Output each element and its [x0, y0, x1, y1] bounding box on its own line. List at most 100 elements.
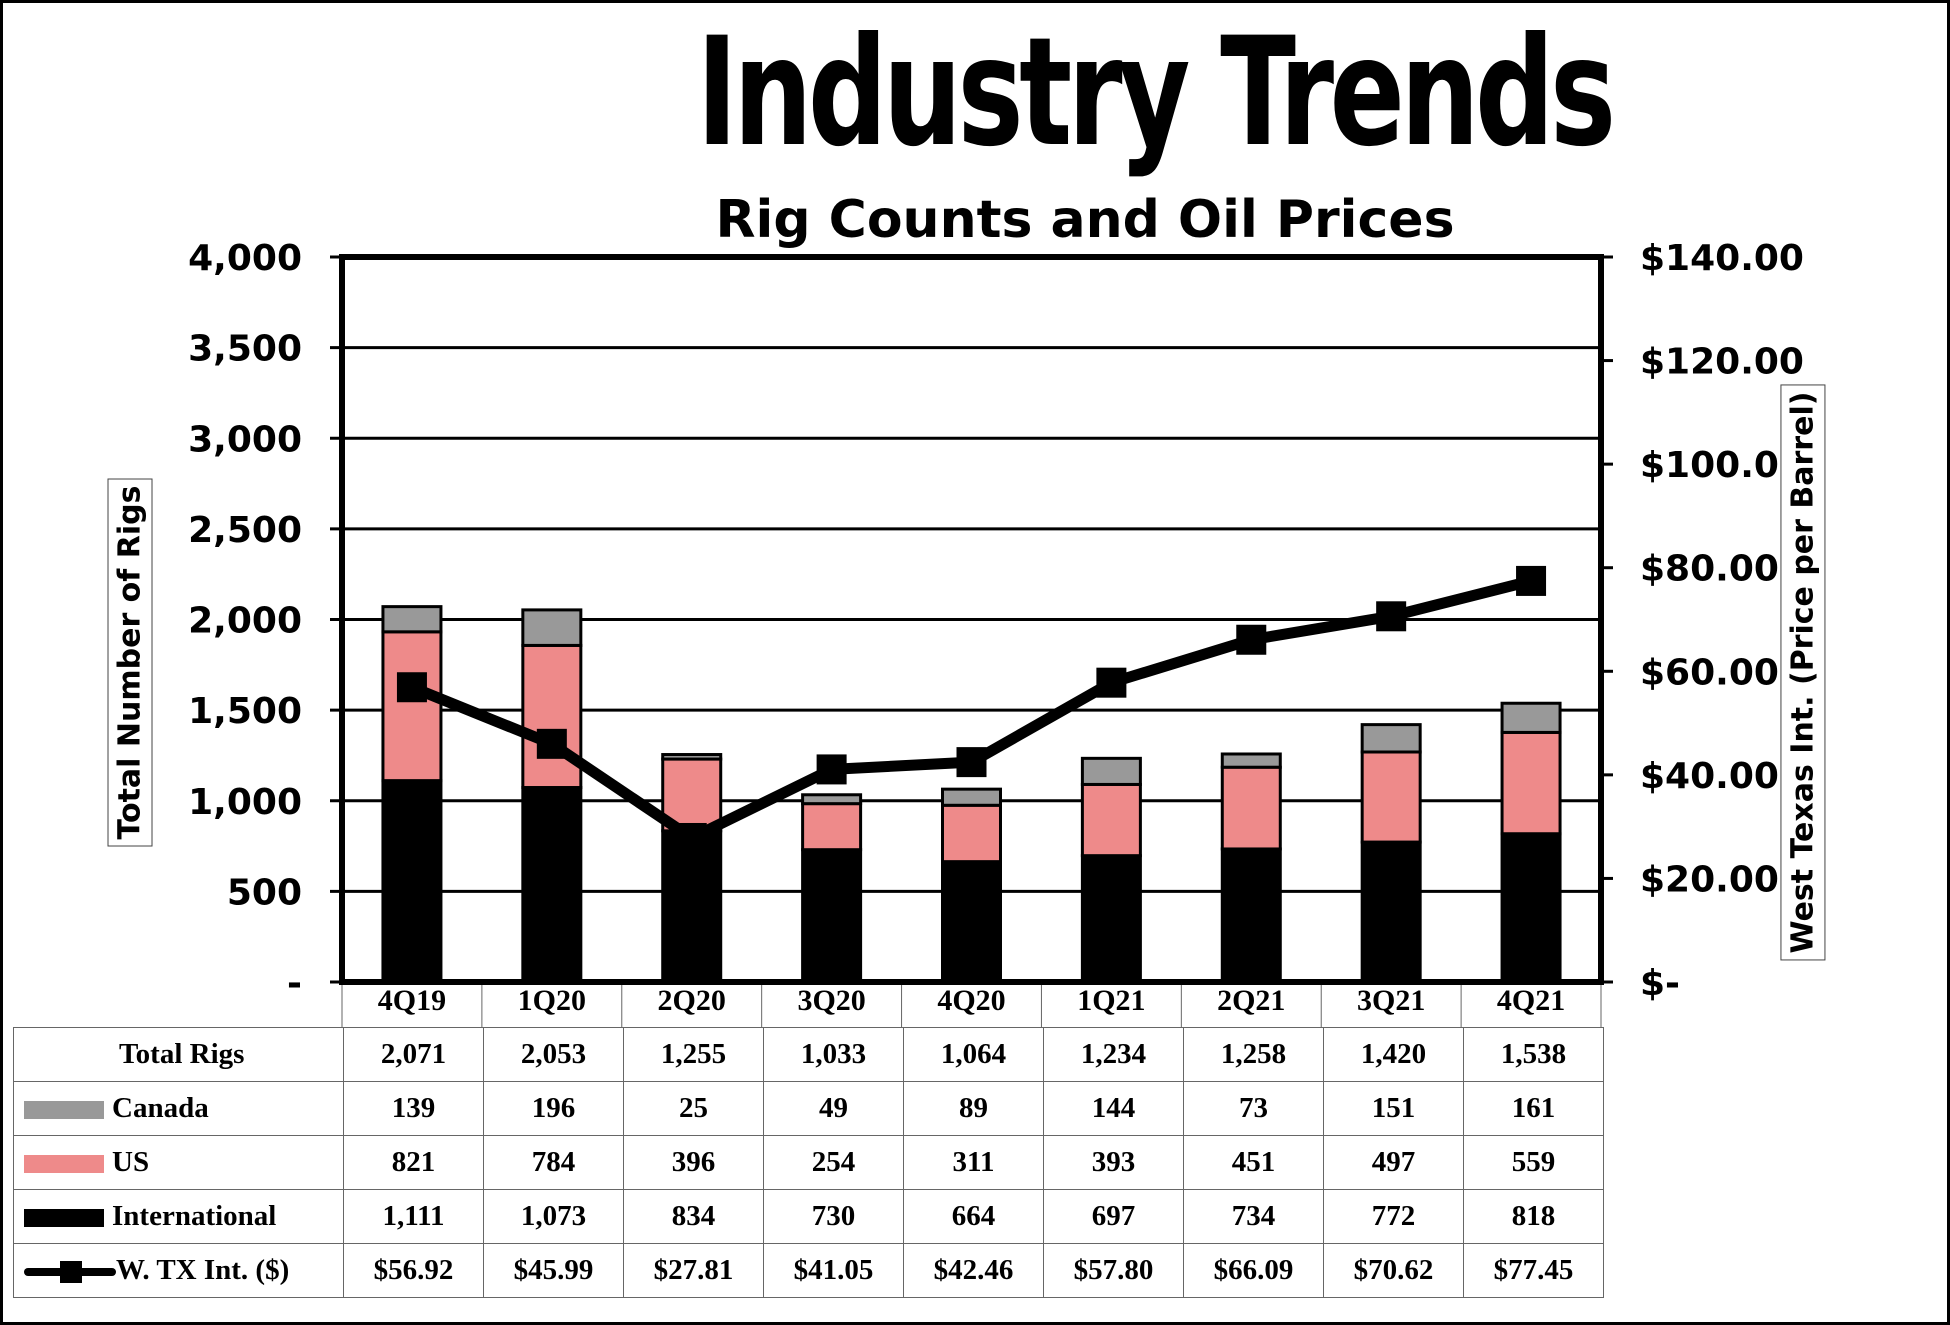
bar-international — [1360, 840, 1422, 984]
x-tick-label: 4Q20 — [937, 984, 1005, 1017]
table-cell: 139 — [343, 1081, 484, 1136]
row-header: Total Rigs — [13, 1027, 344, 1082]
table-cell: $70.62 — [1323, 1243, 1464, 1298]
wti-price-marker — [816, 754, 847, 785]
table-cell: 559 — [1463, 1135, 1604, 1190]
bar-international — [941, 860, 1002, 984]
wti-price-marker — [956, 747, 987, 778]
table-cell: 497 — [1323, 1135, 1464, 1190]
table-row: W. TX Int. ($) $56.92 $45.99 $27.81 $41.05 $4… — [13, 1243, 1604, 1298]
row-header: W. TX Int. ($) — [13, 1243, 344, 1298]
y2-tick-label: $40.00 — [1640, 756, 1779, 797]
legend-swatch — [24, 1209, 104, 1228]
bar-international — [1500, 832, 1562, 984]
row-label: Canada — [112, 1092, 209, 1124]
table-cell: 2,071 — [343, 1027, 484, 1082]
data-table: Total Rigs 2,071 2,053 1,255 1,033 1,064 1,234… — [13, 1027, 1604, 1298]
y2-tick-label: $140.00 — [1640, 238, 1804, 279]
bar-us — [801, 802, 863, 852]
table-cell: $42.46 — [903, 1243, 1044, 1298]
table-cell: 311 — [903, 1135, 1044, 1190]
y2-tick-label: $100.00 — [1640, 445, 1804, 486]
banner-title: Industry Trends — [696, 6, 1617, 180]
table-cell: 730 — [763, 1189, 904, 1244]
row-label: US — [112, 1146, 150, 1178]
table-cell: 1,420 — [1323, 1027, 1464, 1082]
wti-price-marker — [396, 672, 427, 703]
y2-tick-label: $60.00 — [1640, 652, 1779, 693]
chart-title: Rig Counts and Oil Prices — [715, 190, 1455, 250]
bar-us — [1080, 782, 1142, 858]
bar-canada — [381, 605, 443, 634]
y-tick-label: - — [287, 963, 302, 1004]
bar-us — [1220, 765, 1282, 851]
x-tick-label: 3Q21 — [1357, 984, 1425, 1017]
row-label: W. TX Int. ($) — [116, 1254, 290, 1286]
bar-international — [1080, 854, 1142, 984]
y2-tick-label: $- — [1640, 963, 1680, 1004]
bar-international — [1220, 847, 1282, 984]
x-tick-label: 2Q21 — [1217, 984, 1285, 1017]
table-cell: 151 — [1323, 1081, 1464, 1136]
x-tick-label: 4Q21 — [1497, 984, 1565, 1017]
y-axis-title-right: West Texas Int. (Price per Barrel) — [1780, 384, 1826, 961]
table-cell: 144 — [1043, 1081, 1184, 1136]
bar-canada — [1360, 723, 1422, 754]
x-tick-label: 3Q20 — [797, 984, 865, 1017]
plot-border — [339, 254, 1604, 985]
bar-us — [1500, 730, 1562, 836]
bar-international — [801, 848, 863, 984]
bar-canada — [941, 787, 1002, 807]
y-tick-label: 3,500 — [188, 329, 302, 370]
y-tick-label: 2,500 — [188, 510, 302, 551]
x-tick-label: 1Q21 — [1077, 984, 1145, 1017]
table-row: Total Rigs 2,071 2,053 1,255 1,033 1,064 1,234… — [13, 1027, 1604, 1082]
table-cell: 2,053 — [483, 1027, 624, 1082]
row-header: International — [13, 1189, 344, 1244]
table-cell: $41.05 — [763, 1243, 904, 1298]
bar-canada — [801, 793, 863, 806]
bar-canada — [521, 608, 583, 647]
table-cell: 1,073 — [483, 1189, 624, 1244]
table-cell: 161 — [1463, 1081, 1604, 1136]
table-cell: 697 — [1043, 1189, 1184, 1244]
x-tick-label: 4Q19 — [378, 984, 446, 1017]
table-cell: 784 — [483, 1135, 624, 1190]
table-row: Canada 139 196 25 49 89 144 73 151 161 — [13, 1081, 1604, 1136]
row-header: Canada — [13, 1081, 344, 1136]
legend-swatch — [24, 1101, 104, 1120]
x-tick-label: 2Q20 — [658, 984, 726, 1017]
bar-canada — [661, 753, 723, 761]
bar-international — [521, 786, 583, 984]
table-cell: 396 — [623, 1135, 764, 1190]
table-cell: 834 — [623, 1189, 764, 1244]
y-tick-label: 4,000 — [188, 238, 302, 279]
table-cell: $45.99 — [483, 1243, 624, 1298]
wti-price-marker — [1376, 601, 1407, 632]
bar-international — [381, 779, 443, 984]
table-cell: $77.45 — [1463, 1243, 1604, 1298]
table-row: US 821 784 396 254 311 393 451 497 559 — [13, 1135, 1604, 1190]
wti-price-marker — [536, 728, 567, 759]
legend-swatch — [24, 1155, 104, 1174]
wti-price-marker — [676, 822, 707, 853]
table-cell: 821 — [343, 1135, 484, 1190]
row-label: International — [112, 1200, 277, 1232]
table-cell: 1,258 — [1183, 1027, 1324, 1082]
table-cell: 451 — [1183, 1135, 1324, 1190]
row-label: Total Rigs — [119, 1038, 245, 1070]
bar-canada — [1500, 701, 1562, 734]
y-tick-label: 1,500 — [188, 691, 302, 732]
table-cell: 25 — [623, 1081, 764, 1136]
table-cell: 772 — [1323, 1189, 1464, 1244]
y2-tick-label: $20.00 — [1640, 859, 1779, 900]
wti-price-marker — [1096, 667, 1127, 698]
y-tick-label: 1,000 — [188, 782, 302, 823]
y-tick-label: 2,000 — [188, 601, 302, 642]
y2-tick-label: $120.00 — [1640, 342, 1804, 383]
bar-us — [1360, 750, 1422, 844]
table-cell: 1,033 — [763, 1027, 904, 1082]
row-header: US — [13, 1135, 344, 1190]
table-cell: 1,234 — [1043, 1027, 1184, 1082]
